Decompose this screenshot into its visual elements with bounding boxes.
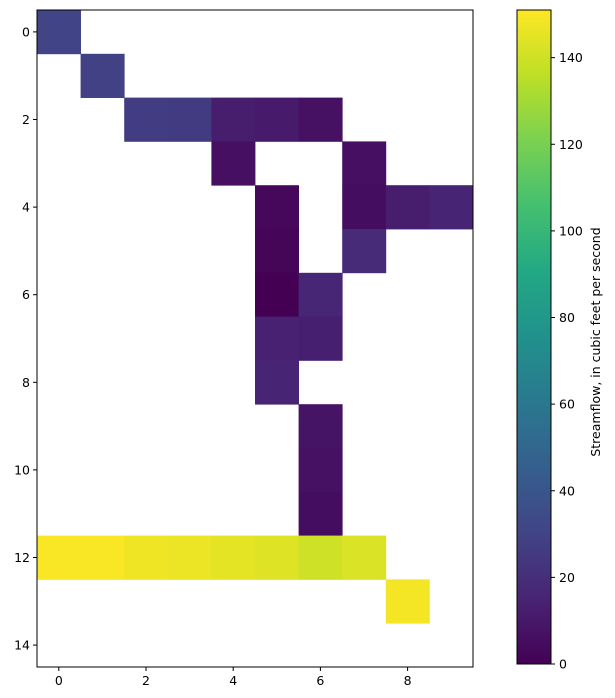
- heatmap-cell: [255, 229, 299, 274]
- x-tick-label: 6: [316, 673, 324, 688]
- heatmap-cell: [80, 535, 125, 580]
- x-tick-label: 0: [55, 673, 63, 688]
- heatmap-cell: [211, 535, 256, 580]
- x-tick-label: 2: [142, 673, 150, 688]
- heatmap-cell: [167, 97, 212, 142]
- heatmap-cell: [298, 272, 343, 317]
- heatmap-cell: [37, 10, 81, 55]
- heatmap-cell: [255, 360, 299, 405]
- heatmap-cell: [255, 316, 299, 361]
- heatmap-cell: [124, 535, 169, 580]
- colorbar-ticks: 0 20 40 60 80 100 120 140: [551, 50, 583, 672]
- heatmap-cell: [255, 97, 299, 142]
- colorbar-tick-label: 120: [559, 137, 583, 152]
- heatmap-cell: [255, 535, 299, 580]
- heatmap-cell: [80, 53, 125, 98]
- heatmap-cell: [211, 97, 256, 142]
- x-tick-label: 8: [404, 673, 412, 688]
- colorbar: [516, 9, 552, 665]
- heatmap-cell: [298, 404, 343, 449]
- heatmap-cell: [255, 272, 299, 317]
- heatmap-cell: [385, 579, 430, 624]
- heatmap-cell: [298, 316, 343, 361]
- heatmap-cell: [298, 491, 343, 536]
- heatmap-cell: [298, 97, 343, 142]
- heatmap-cell: [342, 141, 387, 186]
- colorbar-tick-label: 0: [559, 657, 567, 672]
- colorbar-tick-label: 40: [559, 483, 575, 498]
- colorbar-label: Streamflow, in cubic feet per second: [588, 227, 603, 456]
- heatmap-cell: [298, 448, 343, 493]
- heatmap-cell: [255, 185, 299, 230]
- x-axis-ticks: 0 2 4 6 8: [55, 667, 412, 688]
- y-tick-label: 14: [14, 638, 30, 653]
- y-tick-label: 4: [22, 200, 30, 215]
- plot-frame: [36, 9, 474, 668]
- y-tick-label: 8: [22, 375, 30, 390]
- heatmap-cells: [37, 10, 474, 624]
- y-tick-label: 2: [22, 112, 30, 127]
- y-tick-label: 6: [22, 287, 30, 302]
- colorbar-tick-label: 60: [559, 397, 575, 412]
- y-tick-label: 10: [14, 462, 30, 477]
- heatmap-cell: [211, 141, 256, 186]
- colorbar-tick-label: 20: [559, 570, 575, 585]
- colorbar-tick-label: 140: [559, 50, 583, 65]
- y-axis-ticks: 0 2 4 6 8 10 12 14: [14, 24, 37, 653]
- y-tick-label: 0: [22, 24, 30, 39]
- heatmap-cell: [342, 229, 387, 274]
- colorbar-tick-label: 100: [559, 223, 583, 238]
- heatmap-cell: [37, 535, 81, 580]
- heatmap-cell: [342, 535, 387, 580]
- heatmap-cell: [298, 535, 343, 580]
- heatmap-cell: [342, 185, 387, 230]
- heatmap-cell: [167, 535, 212, 580]
- x-tick-label: 4: [229, 673, 237, 688]
- y-tick-label: 12: [14, 550, 30, 565]
- heatmap-cell: [385, 185, 430, 230]
- heatmap-cell: [429, 185, 474, 230]
- colorbar-tick-label: 80: [559, 310, 575, 325]
- heatmap-cell: [124, 97, 169, 142]
